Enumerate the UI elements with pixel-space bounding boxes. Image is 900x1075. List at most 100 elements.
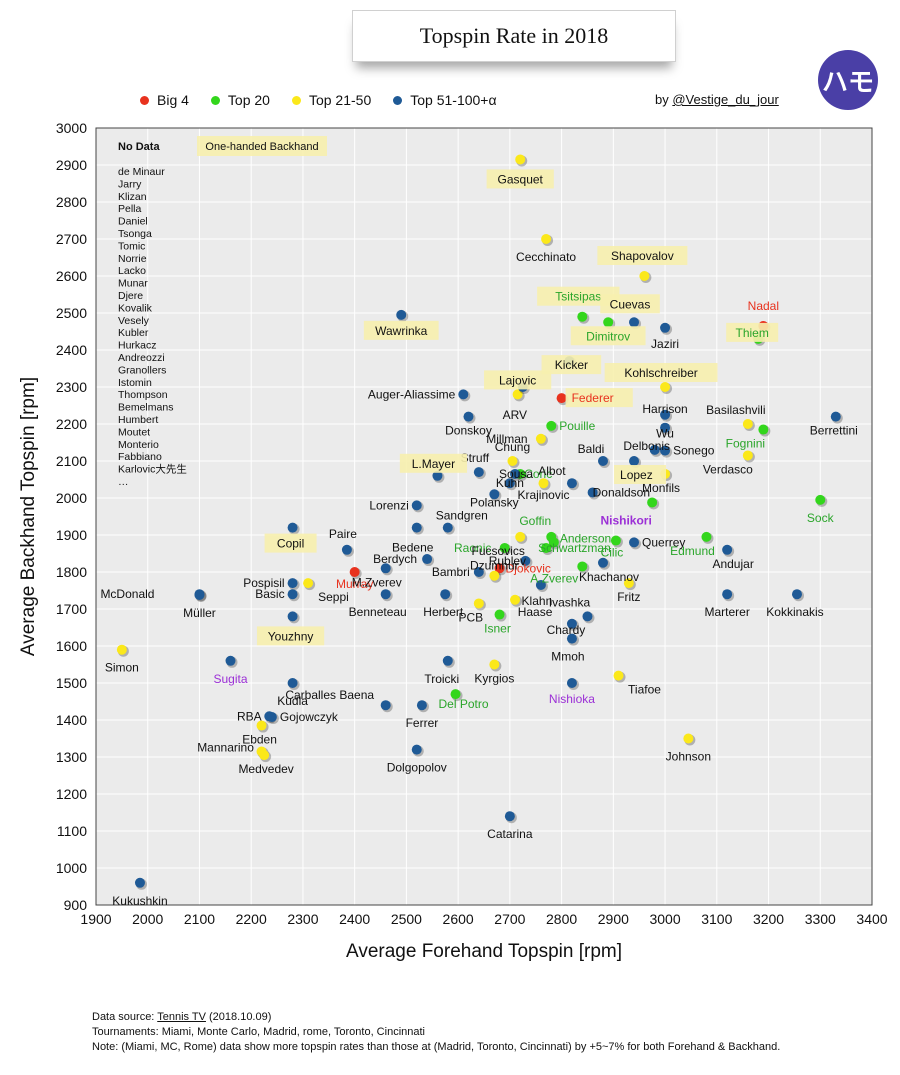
point-label-khachanov: Khachanov bbox=[579, 570, 639, 584]
point-seppi bbox=[303, 578, 314, 589]
point-simon bbox=[116, 644, 127, 655]
legend-label-top20: Top 20 bbox=[227, 92, 270, 108]
y-tick-label-1900: 1900 bbox=[56, 527, 87, 543]
point-label-murray: Murray bbox=[336, 577, 373, 591]
x-tick-label-2100: 2100 bbox=[184, 911, 215, 927]
point-label-nishioka: Nishioka bbox=[549, 692, 595, 706]
point-chung bbox=[507, 456, 518, 466]
point-label-nadal: Nadal bbox=[748, 299, 779, 313]
x-tick-label-2700: 2700 bbox=[494, 911, 525, 927]
no-data-item-13: Kubler bbox=[118, 327, 149, 339]
point-label-basic: Basic bbox=[255, 587, 284, 601]
one-handed-highlight-wawrinka bbox=[363, 320, 439, 340]
one-handed-highlight-kicker bbox=[541, 355, 602, 375]
footer-note: Note: (Miami, MC, Rome) data show more t… bbox=[92, 1041, 781, 1053]
point-label-fritz: Fritz bbox=[617, 590, 640, 604]
byline-handle-link[interactable]: @Vestige_du_jour bbox=[672, 92, 779, 107]
point-sock bbox=[815, 494, 826, 505]
point-isner bbox=[494, 609, 505, 620]
x-tick-label-1900: 1900 bbox=[80, 911, 111, 927]
point-label-sock: Sock bbox=[807, 511, 835, 525]
x-axis-title: Average Forehand Topspin [rpm] bbox=[346, 941, 622, 962]
point-label-tsitsipas: Tsitsipas bbox=[555, 290, 601, 304]
point-nishioka bbox=[566, 678, 577, 688]
point-label-pospisil: Pospisil bbox=[243, 576, 284, 590]
x-tick-label-2300: 2300 bbox=[287, 911, 318, 927]
legend-item-top20: Top 20 bbox=[210, 92, 270, 108]
point-pospisil bbox=[287, 578, 298, 589]
point-kokkinakis bbox=[791, 589, 802, 600]
one-handed-highlight-lajovic bbox=[484, 370, 552, 390]
point-kyrgios bbox=[489, 659, 500, 670]
point-nishikori bbox=[647, 497, 658, 508]
point-label-kyrgios: Kyrgios bbox=[474, 672, 514, 686]
point-label-simon: Simon bbox=[105, 661, 139, 675]
no-data-item-8: Lacko bbox=[118, 265, 146, 277]
legend-item-big4: Big 4 bbox=[140, 92, 189, 108]
point-sugita bbox=[225, 655, 236, 666]
point-dimitrov bbox=[603, 317, 614, 328]
point-label-andujar: Andujar bbox=[712, 557, 753, 571]
one-handed-highlight-dimitrov bbox=[570, 326, 646, 346]
point-kohlschreiber bbox=[660, 382, 671, 392]
x-tick-label-2000: 2000 bbox=[132, 911, 163, 927]
one-handed-highlight-youzhny bbox=[256, 626, 325, 646]
point-copil bbox=[287, 522, 298, 533]
point-mmoh bbox=[566, 633, 577, 644]
point-schwartzman bbox=[541, 542, 552, 553]
y-tick-label-1400: 1400 bbox=[56, 712, 87, 728]
point-label-harrison: Harrison bbox=[642, 402, 687, 416]
point-sonego bbox=[660, 445, 671, 456]
point-label-kukushkin: Kukushkin bbox=[112, 894, 167, 908]
point-haase bbox=[510, 594, 521, 605]
point-label-querrey: Querrey bbox=[642, 535, 685, 549]
point-shapovalov bbox=[639, 271, 650, 281]
y-tick-label-2900: 2900 bbox=[56, 157, 87, 173]
point-rublev bbox=[520, 555, 531, 566]
point-label-dolgopolov: Dolgopolov bbox=[387, 761, 447, 775]
point-label-anderson: Anderson bbox=[560, 531, 611, 545]
scatter-chart: 1900 2000 2100 2200 2300 2400 2500 2600 2700 2800… bbox=[18, 120, 888, 962]
point-label-chung: Chung bbox=[495, 440, 530, 454]
point-bambri bbox=[473, 567, 484, 577]
point-chardy bbox=[566, 618, 577, 629]
point-anderson bbox=[548, 537, 559, 548]
point-gasquet bbox=[515, 154, 526, 165]
y-axis-title: Average Backhand Topspin [rpm] bbox=[18, 377, 39, 656]
plot-frame bbox=[95, 127, 873, 906]
point-troicki bbox=[442, 655, 453, 666]
point-pcb bbox=[473, 598, 484, 609]
point-label-raonic: Raonic bbox=[454, 541, 491, 555]
point-khachanov bbox=[597, 557, 608, 568]
point-label-federer: Federer bbox=[572, 391, 614, 405]
point-medvedev bbox=[259, 750, 270, 761]
point-pouille bbox=[546, 420, 557, 431]
y-tick-label-1800: 1800 bbox=[56, 564, 87, 580]
one-handed-highlight-lopez bbox=[614, 465, 667, 484]
point-lorenzi bbox=[411, 500, 422, 511]
footer-source-link[interactable]: Tennis TV bbox=[157, 1011, 206, 1023]
no-data-item-9: Munar bbox=[118, 278, 148, 290]
point-label-benneteau: Benneteau bbox=[349, 605, 407, 619]
point-johnson bbox=[683, 733, 694, 744]
point-a-zverev bbox=[577, 561, 588, 572]
point-label-arv: ARV bbox=[503, 408, 527, 422]
x-tick-label-2600: 2600 bbox=[443, 911, 474, 927]
point-label-donskoy: Donskoy bbox=[445, 424, 492, 438]
point-label-troicki: Troicki bbox=[424, 672, 459, 686]
point-kuhn bbox=[504, 478, 515, 489]
point-basilashvili bbox=[742, 419, 753, 429]
no-data-item-15: Andreozzi bbox=[118, 352, 165, 364]
x-tick-label-2500: 2500 bbox=[391, 911, 422, 927]
point-label-del-potro: Del Potro bbox=[439, 697, 489, 711]
point-label-pcb: PCB bbox=[458, 610, 483, 624]
point-label-copil: Copil bbox=[277, 537, 304, 551]
point-raonic bbox=[499, 542, 510, 553]
y-tick-label-1700: 1700 bbox=[56, 601, 87, 617]
y-tick-label-2700: 2700 bbox=[56, 231, 87, 247]
point-kukushkin bbox=[134, 877, 145, 888]
point-label-donaldson: Donaldson bbox=[593, 485, 650, 499]
point-berrettini bbox=[830, 411, 841, 422]
no-data-item-19: Bemelmans bbox=[118, 402, 173, 414]
point-label-basilashvili: Basilashvili bbox=[706, 403, 765, 417]
